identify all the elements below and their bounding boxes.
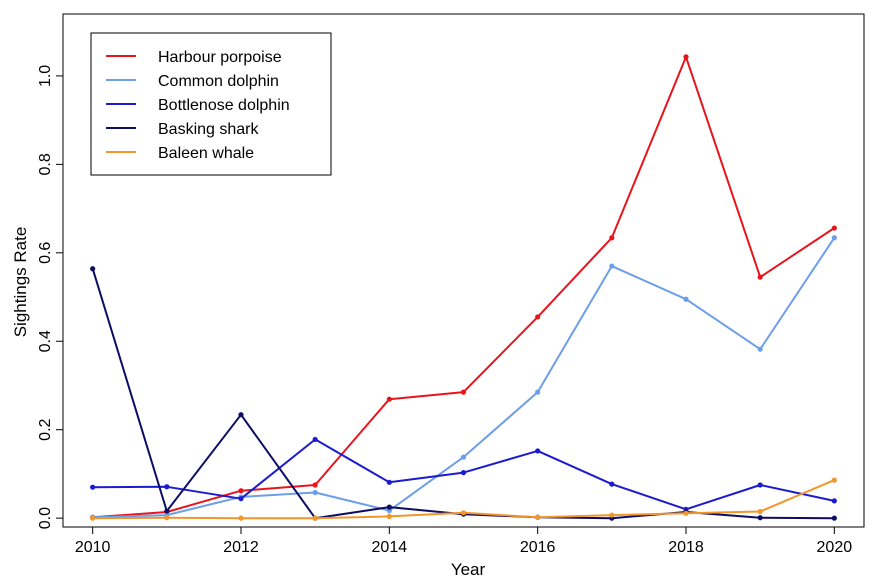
data-point-bottlenose-dolphin: [164, 484, 170, 490]
data-point-bottlenose-dolphin: [386, 479, 392, 485]
data-point-bottlenose-dolphin: [460, 470, 467, 476]
x-tick-label: 2014: [372, 539, 408, 556]
x-tick-label: 2020: [817, 539, 853, 556]
series-baleen-whale: [90, 477, 837, 521]
data-point-baleen-whale: [683, 510, 689, 516]
x-tick-label: 2010: [75, 539, 111, 556]
y-tick-label: 0.4: [37, 330, 54, 352]
data-point-bottlenose-dolphin: [238, 496, 244, 502]
data-point-baleen-whale: [312, 515, 318, 521]
data-point-harbour-porpoise: [312, 482, 318, 488]
data-point-common-dolphin: [831, 235, 837, 241]
data-point-baleen-whale: [164, 515, 170, 521]
data-point-baleen-whale: [757, 508, 763, 515]
x-tick-label: 2016: [520, 539, 556, 556]
data-point-harbour-porpoise: [683, 54, 689, 60]
data-point-baleen-whale: [386, 513, 392, 519]
data-point-harbour-porpoise: [609, 235, 615, 241]
series-layer: [90, 54, 837, 521]
legend-label: Baleen whale: [158, 145, 254, 162]
data-point-basking-shark: [831, 515, 837, 521]
data-point-basking-shark: [164, 508, 170, 514]
data-point-basking-shark: [90, 266, 96, 272]
data-point-common-dolphin: [609, 263, 615, 269]
legend-label: Bottlenose dolphin: [158, 97, 290, 114]
data-point-common-dolphin: [460, 454, 467, 460]
y-axis: 0.0 0.2 0.4 0.6 0.8 1.0: [37, 65, 63, 529]
data-point-baleen-whale: [90, 515, 96, 521]
x-tick-label: 2018: [668, 539, 704, 556]
data-point-common-dolphin: [312, 489, 318, 496]
y-axis-title: Sightings Rate: [11, 227, 30, 338]
x-axis-title: Year: [451, 560, 486, 579]
data-point-bottlenose-dolphin: [757, 482, 763, 488]
data-point-common-dolphin: [535, 389, 541, 395]
y-tick-label: 0.6: [37, 242, 54, 264]
y-tick-label: 1.0: [37, 65, 54, 87]
data-point-baleen-whale: [238, 515, 244, 521]
data-point-basking-shark: [757, 515, 763, 521]
series-common-dolphin: [90, 235, 837, 520]
data-point-baleen-whale: [535, 514, 541, 520]
y-tick-label: 0.8: [37, 153, 54, 175]
data-point-bottlenose-dolphin: [90, 484, 96, 490]
data-point-bottlenose-dolphin: [535, 448, 541, 454]
data-point-common-dolphin: [683, 296, 689, 302]
data-point-common-dolphin: [757, 346, 763, 352]
data-point-harbour-porpoise: [460, 389, 467, 395]
data-point-bottlenose-dolphin: [312, 436, 318, 443]
legend-label: Harbour porpoise: [158, 49, 282, 66]
plot-frame: [62, 13, 865, 528]
series-line-common-dolphin: [92, 237, 836, 519]
data-point-harbour-porpoise: [831, 225, 837, 231]
data-point-baleen-whale: [831, 477, 837, 483]
data-point-harbour-porpoise: [386, 396, 392, 402]
legend-label: Basking shark: [158, 121, 259, 138]
legend: Harbour porpoise Common dolphin Bottlenose…: [90, 32, 332, 176]
y-tick-label: 0.2: [37, 418, 54, 440]
data-point-harbour-porpoise: [535, 314, 541, 320]
legend-label: Common dolphin: [158, 73, 279, 90]
x-axis: 2010 2012 2014 2016 2018 2020: [75, 527, 852, 556]
y-tick-label: 0.0: [37, 507, 54, 529]
data-point-basking-shark: [238, 412, 244, 418]
data-point-baleen-whale: [609, 512, 615, 518]
data-point-bottlenose-dolphin: [609, 481, 615, 487]
data-point-harbour-porpoise: [238, 488, 244, 494]
data-point-harbour-porpoise: [757, 274, 763, 280]
data-point-bottlenose-dolphin: [831, 498, 837, 504]
series-bottlenose-dolphin: [90, 436, 837, 512]
data-point-baleen-whale: [460, 510, 467, 516]
data-point-basking-shark: [386, 504, 392, 510]
x-tick-label: 2012: [223, 539, 259, 556]
